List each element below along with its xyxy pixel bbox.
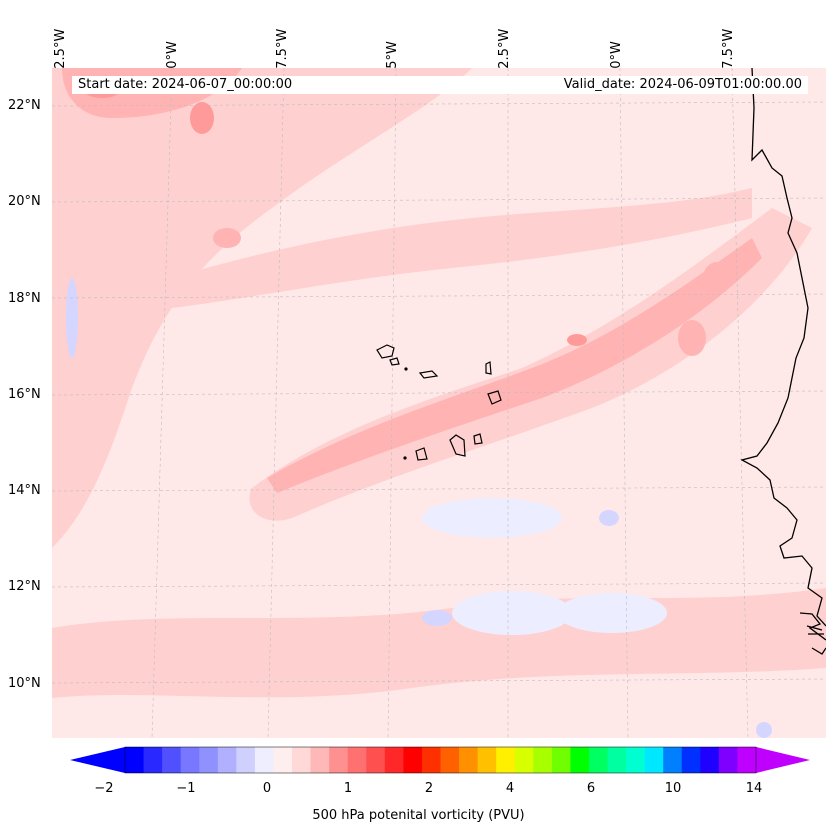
pv-blob-medium-3 xyxy=(703,262,731,294)
pv-streak-medium xyxy=(267,238,762,493)
colorbar-cell xyxy=(366,747,386,773)
colorbar-tick: −1 xyxy=(176,781,196,796)
colorbar-cell xyxy=(588,747,609,773)
colorbar-cell xyxy=(310,747,330,773)
colorbar-tick: 4 xyxy=(505,781,515,796)
pv-spot-blue-1 xyxy=(422,610,452,626)
colorbar-cell xyxy=(347,747,367,773)
colorbar-cell xyxy=(273,747,293,773)
african-coastline-south xyxy=(799,612,826,655)
lat-label-10n: 10°N xyxy=(8,676,41,691)
colorbar-cell xyxy=(570,747,590,773)
colorbar-outline xyxy=(124,746,757,774)
colorbar-cell xyxy=(217,747,237,773)
colorbar-cell xyxy=(440,747,460,773)
colorbar-cell xyxy=(626,747,646,773)
colorbar-cell xyxy=(236,747,256,773)
colorbar-cell xyxy=(125,747,145,773)
pv-blob-medium-2 xyxy=(678,320,706,356)
pv-spot-blue-2 xyxy=(599,510,619,526)
colorbar-cell xyxy=(403,747,423,773)
colorbar-cell xyxy=(718,747,738,773)
lat-label-12n: 12°N xyxy=(8,579,41,594)
colorbar-tick: 10 xyxy=(664,781,682,796)
colorbar-tick: 14 xyxy=(745,781,763,796)
pv-spot-rose-2 xyxy=(567,334,587,346)
colorbar-tick: 0 xyxy=(262,781,272,796)
colorbar-cell xyxy=(162,747,182,773)
colorbar-arrow-right xyxy=(756,747,810,773)
colorbar-cell xyxy=(607,747,627,773)
colorbar-cell xyxy=(514,747,534,773)
colorbar-cell xyxy=(180,747,200,773)
colorbar-cell xyxy=(143,747,163,773)
pv-patch-lightblue-1 xyxy=(422,498,562,538)
colorbar-arrow-left xyxy=(70,747,125,773)
colorbar-cell xyxy=(254,747,274,773)
colorbar-cells xyxy=(125,747,757,773)
lat-label-14n: 14°N xyxy=(8,483,41,498)
colorbar-cell xyxy=(421,747,441,773)
islet xyxy=(403,456,407,460)
pv-band-pink xyxy=(52,68,472,548)
colorbar-cell xyxy=(496,747,516,773)
lat-label-20n: 20°N xyxy=(8,194,41,209)
african-coastline xyxy=(740,68,826,627)
colorbar-cell xyxy=(737,747,757,773)
colorbar-cell xyxy=(459,747,479,773)
pv-patch-lightblue-4 xyxy=(66,278,78,358)
colorbar-tick: 6 xyxy=(586,781,596,796)
pv-blob-medium-1 xyxy=(213,228,241,248)
colorbar-cell xyxy=(199,747,219,773)
colorbar-cell xyxy=(681,747,701,773)
islet xyxy=(404,367,408,371)
lat-label-22n: 22°N xyxy=(8,98,41,113)
colorbar-cell xyxy=(644,747,664,773)
colorbar-cell xyxy=(292,747,312,773)
lat-label-18n: 18°N xyxy=(8,291,41,306)
graticule xyxy=(52,68,826,738)
colorbar-cell xyxy=(663,747,683,773)
pv-band-pink-north xyxy=(172,188,752,308)
valid-date: Valid_date: 2024-06-09T01:00:00.00 xyxy=(563,77,802,92)
pv-map xyxy=(52,68,826,738)
colorbar-tick: −2 xyxy=(94,781,114,796)
colorbar-cell xyxy=(329,747,349,773)
colorbar-cell xyxy=(700,747,720,773)
colorbar-tick: 1 xyxy=(343,781,353,796)
colorbar-cell xyxy=(384,747,404,773)
colorbar-cell xyxy=(477,747,497,773)
pv-patch-lightblue-3 xyxy=(557,593,667,633)
start-date: Start date: 2024-06-07_00:00:00 xyxy=(78,77,293,92)
date-banner: Start date: 2024-06-07_00:00:00 Valid_da… xyxy=(72,76,808,94)
colorbar-title: 500 hPa potenital vorticity (PVU) xyxy=(312,808,525,823)
pv-spot-rose-1 xyxy=(190,102,214,134)
colorbar-cell xyxy=(533,747,553,773)
cape-verde-islands xyxy=(376,344,502,461)
pv-spot-blue-3 xyxy=(756,722,772,738)
colorbar xyxy=(70,746,810,774)
colorbar-cell xyxy=(551,747,571,773)
pv-patch-lightblue-2 xyxy=(452,591,572,635)
colorbar-tick: 2 xyxy=(424,781,434,796)
lat-label-16n: 16°N xyxy=(8,387,41,402)
